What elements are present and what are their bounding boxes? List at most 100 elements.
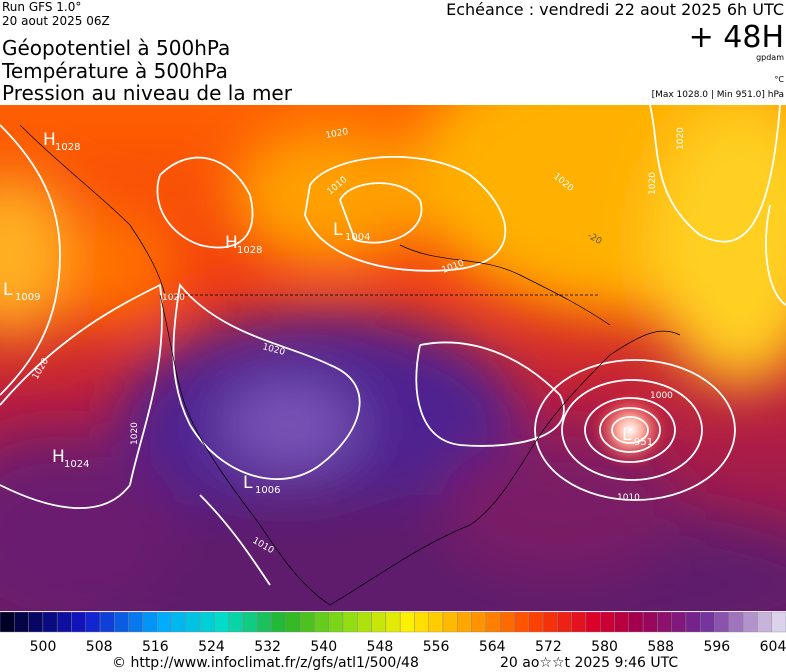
color-swatch — [0, 611, 15, 633]
color-swatch — [499, 611, 515, 633]
color-swatch — [685, 611, 701, 633]
color-swatch — [442, 611, 458, 633]
title: Géopotentiel à 500hPa — [2, 36, 231, 60]
center-letter: L — [333, 220, 343, 240]
color-swatch — [542, 611, 558, 633]
isobar-label: 1010 — [617, 493, 640, 503]
color-swatch — [314, 611, 329, 633]
color-swatch — [28, 611, 44, 633]
title: Température à 500hPa — [2, 59, 228, 83]
color-swatch — [600, 611, 615, 633]
center-letter: L — [243, 473, 253, 493]
colorbar-label: 596 — [703, 639, 730, 655]
colorbar-label: 516 — [142, 639, 169, 655]
isobar-label: 1000 — [650, 391, 673, 401]
color-swatch — [199, 611, 215, 633]
center-letter: L — [3, 280, 13, 300]
coastlines — [19, 124, 681, 606]
colorbar-label: 556 — [423, 639, 450, 655]
center-letter: H — [43, 130, 56, 150]
center-letter: H — [52, 447, 65, 467]
center-value: 1028 — [55, 142, 80, 153]
color-swatch — [528, 611, 544, 633]
color-swatch — [557, 611, 572, 633]
center-letter: L — [622, 425, 632, 445]
lead-time: + 48H — [688, 20, 784, 55]
isobar-label: 1020 — [648, 172, 658, 195]
color-swatch — [342, 611, 358, 633]
run-date: 20 aout 2025 06Z — [2, 14, 110, 28]
echeance: Echéance : vendredi 22 aout 2025 6h UTC — [446, 0, 784, 19]
colorbar-label: 548 — [367, 639, 394, 655]
color-swatch — [99, 611, 115, 633]
color-swatch — [671, 611, 687, 633]
color-swatch — [257, 611, 272, 633]
color-swatch — [14, 611, 29, 633]
color-swatch — [728, 611, 744, 633]
color-swatch — [714, 611, 730, 633]
color-swatch — [142, 611, 158, 633]
color-swatch — [385, 611, 401, 633]
color-swatch — [114, 611, 129, 633]
center-letter: H — [225, 233, 238, 253]
color-swatch — [628, 611, 644, 633]
colorbar-label: 532 — [254, 639, 281, 655]
color-swatch — [171, 611, 186, 633]
color-swatch — [328, 611, 344, 633]
colorbar-label: 588 — [647, 639, 674, 655]
color-swatch — [414, 611, 429, 633]
colorbar-label: 500 — [30, 639, 57, 655]
color-swatch — [485, 611, 501, 633]
color-swatch — [585, 611, 601, 633]
isobar-label: 1020 — [162, 293, 185, 303]
source-url: © http://www.infoclimat.fr/z/gfs/atl1/50… — [112, 655, 419, 671]
color-swatch — [371, 611, 387, 633]
color-swatch — [242, 611, 258, 633]
run-label: Run GFS 1.0° — [2, 0, 82, 14]
color-swatch — [56, 611, 72, 633]
unit: °C — [774, 75, 784, 84]
color-swatch — [156, 611, 172, 633]
center-value: 1006 — [255, 485, 280, 496]
color-swatch — [299, 611, 315, 633]
color-swatch — [228, 611, 244, 633]
isobar-label: 1020 — [676, 127, 686, 150]
isobar-label: 1020 — [130, 422, 140, 445]
colorbar-label: 540 — [310, 639, 337, 655]
color-swatch — [614, 611, 630, 633]
color-swatch — [657, 611, 672, 633]
color-swatch — [571, 611, 587, 633]
color-swatch — [399, 611, 415, 633]
center-value: 1009 — [15, 292, 40, 303]
color-swatch — [642, 611, 658, 633]
colorbar-label: 564 — [479, 639, 506, 655]
colorbar-label: 604 — [760, 639, 786, 655]
color-swatch — [71, 611, 86, 633]
color-swatch — [742, 611, 758, 633]
colorbar-label: 572 — [535, 639, 562, 655]
color-swatch — [771, 611, 786, 633]
pressure-range: [Max 1028.0 | Min 951.0] hPa — [651, 90, 784, 100]
center-value: 1004 — [345, 232, 370, 243]
color-swatch — [700, 611, 715, 633]
unit: gpdam — [756, 53, 784, 62]
color-swatch — [85, 611, 101, 633]
colorbar-label: 580 — [591, 639, 618, 655]
colorbar: 500 508 516 524 532 540 548 556 564 572 580 588 596 6… — [0, 611, 786, 655]
color-swatch — [271, 611, 287, 633]
color-swatch — [471, 611, 487, 633]
color-swatch — [128, 611, 144, 633]
isobar-label: 1020 — [325, 127, 350, 141]
center-value: 1024 — [64, 459, 89, 470]
center-value: 951 — [634, 437, 653, 448]
run-time: 20 ao☆☆t 2025 9:46 UTC — [500, 655, 679, 671]
color-swatch — [42, 611, 58, 633]
isobars — [0, 105, 786, 586]
color-swatch — [185, 611, 201, 633]
color-swatch — [357, 611, 372, 633]
color-swatch — [428, 611, 444, 633]
color-swatch — [285, 611, 301, 633]
color-swatch — [457, 611, 472, 633]
